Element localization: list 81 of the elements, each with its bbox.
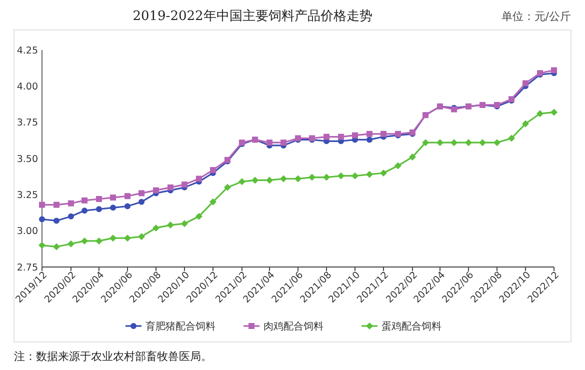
point [195,212,202,220]
legend-label: 肉鸡配合饲料 [264,320,324,332]
point [210,167,216,174]
point [436,139,444,146]
point [81,237,88,244]
point [352,132,358,138]
point [138,190,145,196]
point [167,184,174,190]
point [380,169,387,176]
point [166,222,174,229]
point [266,176,274,184]
point [138,198,145,205]
point [408,154,416,161]
point [380,130,386,137]
text: 单位：元/公斤 [501,10,571,23]
y-tick-label: 4.25 [16,45,38,56]
point [39,216,45,222]
point [138,233,146,240]
point [323,134,330,140]
point [39,202,45,208]
point [351,172,358,180]
point [152,187,159,194]
point [96,206,102,212]
y-tick-label: 3.25 [16,190,38,201]
point [422,139,430,146]
point [508,134,515,142]
point [366,170,373,178]
point [209,198,216,206]
point [67,240,74,248]
point [338,134,344,140]
legend-label: 育肥猪配合饲料 [146,320,216,332]
point [124,234,131,242]
text: 注：数据来源于农业农村部畜牧兽医局。 [14,350,212,363]
point [280,140,287,146]
y-tick-label: 3.75 [16,118,38,129]
point [196,176,202,182]
point [366,130,372,137]
point [180,220,188,228]
point [82,208,88,214]
point [266,140,273,146]
y-tick-label: 3.00 [16,226,38,238]
point [53,202,60,208]
point [68,213,74,220]
point [95,237,102,244]
point [479,139,486,146]
point [124,203,130,210]
point [322,174,330,181]
point [394,162,402,170]
point [110,194,116,201]
point [96,196,102,202]
legend-label: 蛋鸡配合饲料 [382,320,442,332]
point [522,120,530,128]
y-tick-label: 4.00 [16,81,38,92]
point [551,67,557,74]
point [550,108,558,116]
point [152,224,160,232]
point [252,176,259,184]
point [280,175,288,182]
point [110,234,117,242]
point [494,139,501,146]
point [238,178,246,186]
point [68,200,74,206]
point [224,184,231,191]
point [450,139,458,146]
point [110,204,116,211]
point [82,197,88,204]
point [124,193,130,200]
point [38,242,46,249]
y-tick-label: 2.75 [16,262,38,274]
point [181,182,188,188]
point [522,80,529,86]
chart-title: 2019-2022年中国主要饲料产品价格走势 [132,8,372,24]
point [53,218,60,224]
point [308,174,316,181]
point [536,110,544,118]
point [337,172,344,180]
point [52,243,60,250]
point [465,139,472,146]
y-tick-label: 3.50 [16,154,38,165]
point [366,136,372,143]
point [294,175,302,182]
